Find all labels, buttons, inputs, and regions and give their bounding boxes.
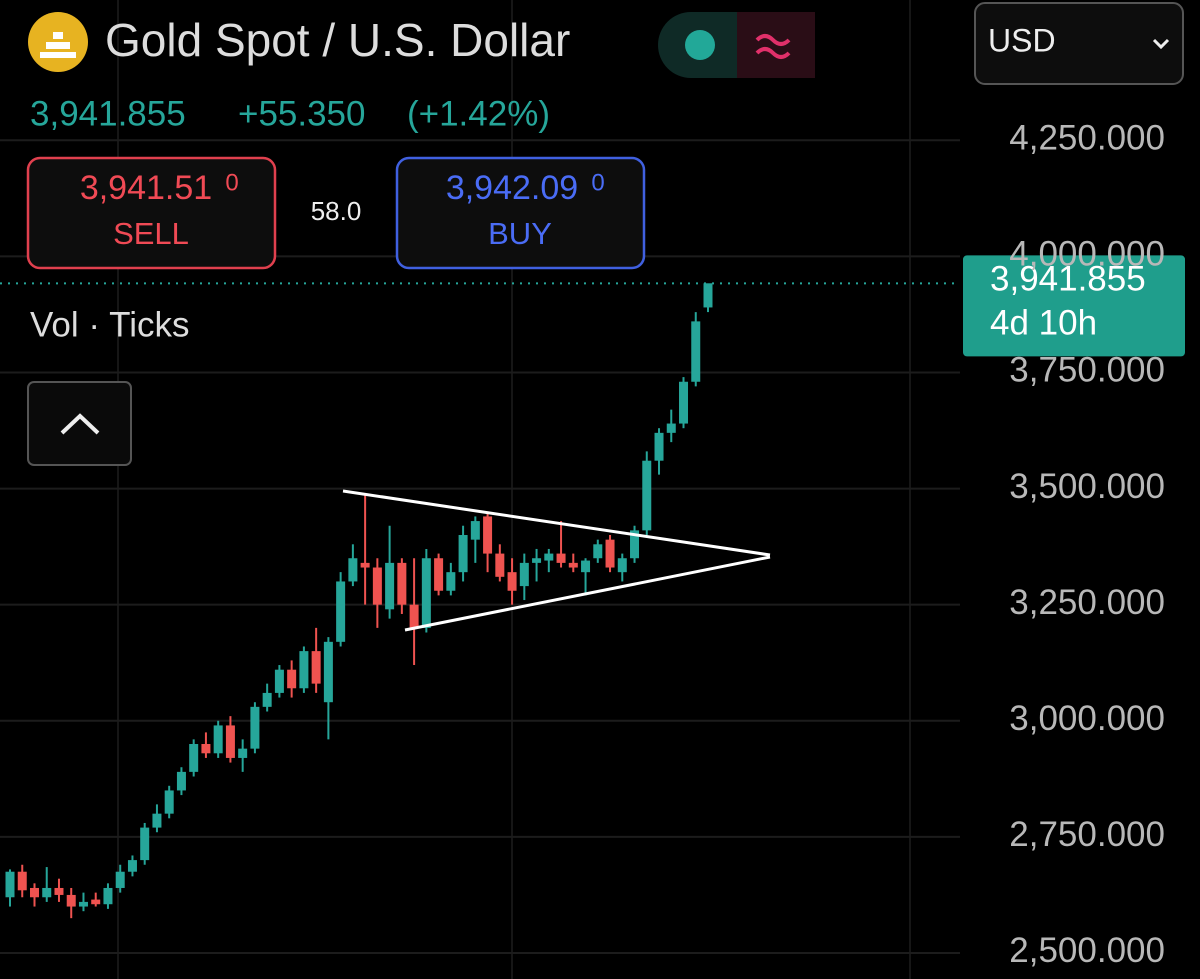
change-pct: (+1.42%): [407, 94, 550, 133]
spread: 58.0: [311, 196, 362, 226]
y-tick-label: 3,500.000: [1009, 467, 1165, 506]
candle-body: [446, 572, 456, 591]
candle-body: [593, 544, 603, 559]
candle-body: [274, 669, 284, 693]
candle-body: [568, 562, 578, 568]
buy-price: 3,942.09: [446, 169, 578, 207]
market-open-dot: [685, 30, 715, 60]
candle-body: [385, 562, 395, 610]
candle-body: [17, 871, 27, 891]
sell-pip: 0: [225, 169, 238, 196]
candle-body: [421, 558, 431, 628]
candle-body: [311, 651, 321, 684]
sell-price: 3,941.51: [80, 169, 212, 207]
candle-body: [5, 871, 15, 898]
candle-body: [54, 887, 64, 895]
candle-body: [507, 572, 517, 591]
candle-body: [532, 558, 542, 563]
y-tick-label: 2,750.000: [1009, 815, 1165, 854]
candle-body: [703, 283, 713, 308]
candle-body: [189, 744, 199, 772]
candle-body: [152, 813, 162, 828]
candle-body: [115, 871, 125, 888]
status-pill-right: [737, 12, 815, 78]
candle-body: [397, 562, 407, 605]
indicator-label: Vol · Ticks: [30, 305, 189, 344]
title: Gold Spot / U.S. Dollar: [105, 14, 570, 66]
candle-body: [299, 651, 309, 689]
candle-body: [470, 521, 480, 540]
candle-body: [42, 887, 52, 898]
currency: USD: [988, 22, 1056, 58]
candle-body: [630, 530, 640, 559]
chevron-up: [60, 413, 100, 435]
candle-body: [691, 321, 701, 382]
trend-line: [404, 555, 771, 632]
price-tag-countdown: 4d 10h: [990, 304, 1097, 343]
candle-body: [103, 887, 113, 905]
plot: [0, 282, 960, 919]
candle-body: [360, 562, 370, 568]
collapse-button[interactable]: [27, 381, 132, 466]
candle-body: [348, 558, 358, 582]
sell-button[interactable]: [26, 156, 277, 270]
y-tick-label: 3,000.000: [1009, 699, 1165, 738]
price-tag-value: 3,941.855: [990, 260, 1146, 299]
candle-body: [679, 381, 689, 424]
candle-body: [654, 432, 664, 461]
price-tag-box: [963, 255, 1185, 357]
y-tick-label: 4,250.000: [1009, 119, 1165, 158]
gold-bars: [40, 32, 76, 58]
y-tick-label: 3,250.000: [1009, 583, 1165, 622]
candle-body: [409, 604, 419, 628]
candle-body: [642, 460, 652, 531]
candle-body: [666, 423, 676, 433]
candle-body: [544, 553, 554, 561]
candle-body: [458, 535, 468, 573]
candle-body: [225, 725, 235, 758]
candle-body: [29, 887, 39, 898]
price: 3,941.855: [30, 94, 186, 133]
candle-body: [164, 790, 174, 814]
y-tick-label: 4,000.000: [1009, 235, 1165, 274]
candle-body: [262, 692, 272, 707]
candle-body: [238, 748, 248, 758]
candle-body: [127, 860, 137, 872]
candle-body: [581, 560, 591, 573]
candle-body: [66, 894, 76, 907]
candle-body: [556, 553, 566, 563]
candle-body: [140, 827, 150, 861]
candle-body: [372, 567, 382, 605]
candle-body: [495, 553, 505, 577]
candle-body: [617, 558, 627, 573]
candle-body: [201, 744, 211, 754]
candle-body: [213, 725, 223, 754]
change: +55.350: [238, 94, 366, 133]
buy-button[interactable]: [395, 156, 646, 270]
triangle-drawing: [342, 489, 771, 632]
candle-body: [250, 706, 260, 749]
candle-body: [78, 901, 88, 907]
candle-body: [176, 771, 186, 791]
buy-label: BUY: [488, 216, 552, 251]
candle-body: [434, 558, 444, 591]
candle-body: [287, 669, 297, 689]
candle-body: [483, 516, 493, 554]
dropdown-chevron: [1152, 38, 1170, 50]
candle-body: [323, 641, 333, 703]
trend-line: [342, 489, 771, 557]
candle-body: [605, 539, 615, 568]
buy-pip: 0: [591, 169, 604, 196]
currency-select[interactable]: [974, 2, 1184, 85]
sell-label: SELL: [113, 216, 189, 251]
candle-body: [336, 581, 346, 642]
y-tick-label: 2,500.000: [1009, 931, 1165, 970]
price-tag: 3,941.855 4d 10h: [963, 255, 1185, 357]
candle-body: [91, 899, 101, 905]
candle-body: [519, 562, 529, 587]
approx-icon: [755, 34, 791, 59]
y-tick-label: 3,750.000: [1009, 351, 1165, 390]
